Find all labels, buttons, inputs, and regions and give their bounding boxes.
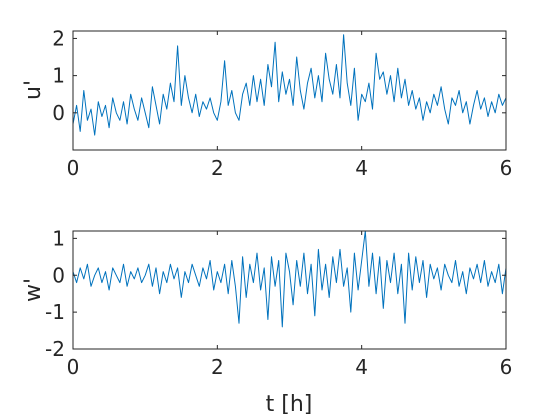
w-prime-y-tick-label: -2: [45, 337, 65, 361]
w-prime-panel: 0 2 4 6 -2 -1 0 1 w' t [h]: [21, 226, 512, 417]
u-prime-series-line: [73, 34, 506, 136]
x-axis-label: t [h]: [266, 392, 313, 417]
w-prime-y-tick-label: 0: [52, 263, 65, 287]
w-prime-x-tick-label: 4: [355, 355, 368, 379]
w-prime-y-tick-label: 1: [52, 226, 65, 250]
w-prime-series-line: [73, 231, 506, 328]
u-prime-axes-frame: [72, 30, 507, 151]
u-prime-x-tick-label: 2: [211, 156, 224, 180]
w-prime-x-tick-label: 6: [500, 355, 513, 379]
w-prime-y-axis-label: w': [21, 278, 46, 302]
w-prime-y-tick-label: -1: [45, 300, 65, 324]
w-prime-axes-frame: [72, 230, 507, 350]
u-prime-x-tick-label: 6: [500, 156, 513, 180]
u-prime-x-tick-label: 0: [67, 156, 80, 180]
w-prime-x-tick-label: 2: [211, 355, 224, 379]
w-prime-ticks: 0 2 4 6 -2 -1 0 1: [45, 226, 512, 379]
u-prime-x-tick-label: 4: [355, 156, 368, 180]
u-prime-y-tick-label: 0: [52, 101, 65, 125]
u-prime-ticks: 0 2 4 6 0 1 2: [52, 26, 512, 180]
w-prime-plot-area: [73, 231, 506, 328]
u-prime-y-tick-label: 2: [52, 26, 65, 50]
u-prime-panel: 0 2 4 6 0 1 2 u': [21, 26, 512, 180]
w-prime-x-tick-label: 0: [67, 355, 80, 379]
u-prime-y-axis-label: u': [21, 80, 46, 100]
u-prime-plot-area: [73, 34, 506, 136]
u-prime-y-tick-label: 1: [52, 64, 65, 88]
